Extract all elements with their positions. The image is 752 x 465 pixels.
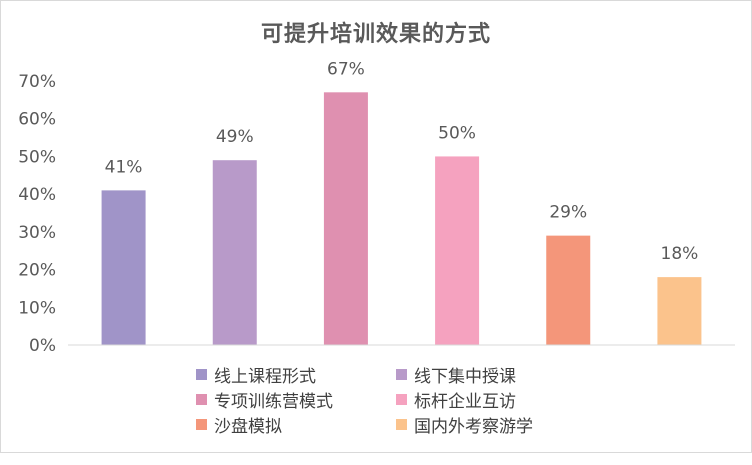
data-label: 49% (216, 127, 254, 147)
data-label: 50% (438, 123, 476, 143)
y-axis: 0% 10% 20% 30% 40% 50% 60% 70% (18, 72, 56, 356)
chart-title: 可提升培训效果的方式 (260, 22, 491, 47)
legend-label: 沙盘模拟 (214, 417, 282, 437)
legend-label: 专项训练营模式 (214, 392, 333, 412)
legend-swatch (196, 394, 207, 405)
legend-swatch (396, 394, 407, 405)
legend-swatch (196, 419, 207, 430)
legend-item: 专项训练营模式 (196, 388, 396, 412)
bar-5 (546, 235, 591, 345)
data-label: 18% (661, 244, 699, 264)
y-tick-label: 60% (18, 110, 56, 130)
legend-item: 线下集中授课 (396, 363, 596, 387)
legend-item: 线上课程形式 (196, 363, 396, 387)
legend-item: 沙盘模拟 (196, 413, 396, 437)
bar-2 (212, 160, 257, 345)
data-label: 41% (105, 157, 143, 177)
legend-label: 国内外考察游学 (414, 417, 533, 437)
legend-label: 标杆企业互访 (414, 392, 516, 412)
data-label: 67% (327, 59, 365, 79)
bar-6 (657, 277, 702, 345)
y-tick-label: 50% (18, 147, 56, 167)
bar-3 (323, 92, 368, 345)
y-tick-label: 0% (29, 336, 56, 356)
data-labels: 41% 49% 67% 50% 29% 18% (105, 59, 699, 264)
bar-1 (101, 190, 146, 345)
legend-label: 线下集中授课 (414, 367, 516, 387)
legend-item: 国内外考察游学 (396, 413, 596, 437)
y-tick-label: 40% (18, 185, 56, 205)
legend-swatch (396, 419, 407, 430)
y-tick-label: 20% (18, 261, 56, 281)
y-tick-label: 30% (18, 223, 56, 243)
legend-swatch (396, 369, 407, 380)
y-tick-label: 10% (18, 298, 56, 318)
legend-label: 线上课程形式 (214, 367, 316, 387)
y-tick-label: 70% (18, 72, 56, 92)
bar-4 (435, 156, 480, 345)
data-label: 29% (549, 203, 587, 223)
bars (101, 92, 702, 345)
legend-item: 标杆企业互访 (396, 388, 596, 412)
legend: 线上课程形式 线下集中授课专项训练营模式 标杆企业互访沙盘模拟 国内外考察游学 (196, 363, 616, 437)
legend-swatch (196, 369, 207, 380)
